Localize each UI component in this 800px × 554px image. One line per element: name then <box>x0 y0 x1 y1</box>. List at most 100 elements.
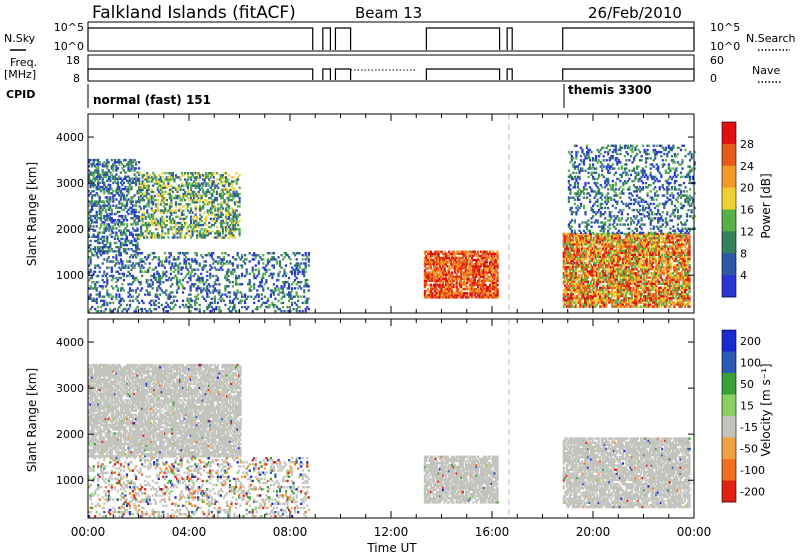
echo-cell <box>624 272 627 275</box>
echo-cell <box>144 205 147 208</box>
echo-cell <box>445 285 448 289</box>
echo-cell <box>588 284 591 288</box>
echo-cell <box>615 295 618 298</box>
echo-cell <box>227 232 231 235</box>
echo-cell <box>582 278 585 281</box>
echo-cell <box>112 231 115 234</box>
echo-cell <box>197 274 200 278</box>
echo-cell <box>130 200 133 203</box>
echo-cell <box>467 287 470 291</box>
echo-cell <box>200 207 203 210</box>
echo-cell <box>161 234 164 237</box>
echo-cell <box>298 266 301 269</box>
echo-cell <box>425 296 428 299</box>
echo-cell <box>216 256 219 259</box>
echo-cell <box>228 310 232 313</box>
echo-cell <box>443 296 446 299</box>
echo-cell <box>605 297 608 300</box>
echo-cell <box>110 235 113 238</box>
echo-cell <box>571 290 574 294</box>
echo-cell <box>136 177 139 180</box>
echo-cell <box>461 294 464 297</box>
echo-cell <box>617 245 620 248</box>
echo-cell <box>472 269 475 272</box>
echo-cell <box>568 295 571 298</box>
echo-cell <box>467 265 470 268</box>
echo-cell <box>164 223 167 227</box>
echo-cell <box>152 190 155 194</box>
echo-cell <box>611 259 614 263</box>
echo-cell <box>286 293 289 296</box>
echo-cell <box>185 303 188 307</box>
echo-cell <box>220 213 223 216</box>
echo-cell <box>228 260 232 263</box>
echo-cell <box>101 181 104 185</box>
echo-cell <box>599 261 602 265</box>
echo-cell <box>562 293 565 296</box>
echo-cell <box>141 188 144 191</box>
echo-cell <box>623 272 626 275</box>
echo-cell <box>97 161 100 164</box>
echo-cell <box>439 260 442 264</box>
echo-cell <box>570 274 573 277</box>
echo-cell <box>428 263 431 266</box>
echo-cell <box>127 264 130 267</box>
echo-cell <box>423 258 426 262</box>
echo-cell <box>579 280 582 283</box>
echo-cell <box>492 250 495 253</box>
echo-cell <box>212 289 215 292</box>
echo-cell <box>112 204 115 207</box>
echo-cell <box>131 200 135 203</box>
echo-cell <box>618 301 621 304</box>
echo-cell <box>138 219 141 223</box>
echo-cell <box>183 258 186 261</box>
echo-cell <box>586 290 590 294</box>
echo-cell <box>112 200 115 203</box>
echo-cell <box>215 236 218 239</box>
echo-cell <box>623 245 626 248</box>
echo-cell <box>155 234 158 237</box>
echo-cell <box>229 211 232 214</box>
echo-cell <box>147 221 150 225</box>
echo-cell <box>104 175 107 178</box>
echo-cell <box>605 293 608 296</box>
echo-cell <box>469 252 472 256</box>
echo-cell <box>190 178 193 181</box>
echo-cell <box>626 237 629 240</box>
echo-cell <box>194 303 197 307</box>
echo-cell <box>185 221 188 225</box>
echo-cell <box>232 180 235 183</box>
echo-cell <box>608 266 611 269</box>
echo-cell <box>626 241 629 244</box>
echo-cell <box>458 260 461 264</box>
echo-cell <box>614 263 617 267</box>
echo-cell <box>103 165 106 168</box>
echo-cell <box>591 272 594 275</box>
echo-cell <box>490 281 493 285</box>
echo-cell <box>289 270 292 273</box>
echo-cell <box>617 234 620 238</box>
echo-cell <box>160 260 163 263</box>
echo-cell <box>122 248 125 251</box>
echo-cell <box>154 256 157 259</box>
echo-cell <box>580 290 584 294</box>
echo-cell <box>473 277 476 280</box>
echo-cell <box>92 225 95 228</box>
echo-cell <box>458 263 461 266</box>
echo-cell <box>95 239 98 243</box>
echo-cell <box>617 259 620 263</box>
echo-cell <box>626 270 629 273</box>
echo-cell <box>620 249 623 252</box>
echo-cell <box>193 176 196 179</box>
echo-cell <box>567 274 570 277</box>
echo-cell <box>125 163 129 166</box>
echo-cell <box>231 256 235 259</box>
echo-cell <box>599 299 602 302</box>
echo-cell <box>576 249 579 252</box>
echo-cell <box>291 301 294 305</box>
echo-cell <box>89 179 92 182</box>
echo-cell <box>226 217 229 220</box>
echo-cell <box>160 276 163 280</box>
echo-cell <box>92 281 95 284</box>
echo-cell <box>464 250 467 253</box>
